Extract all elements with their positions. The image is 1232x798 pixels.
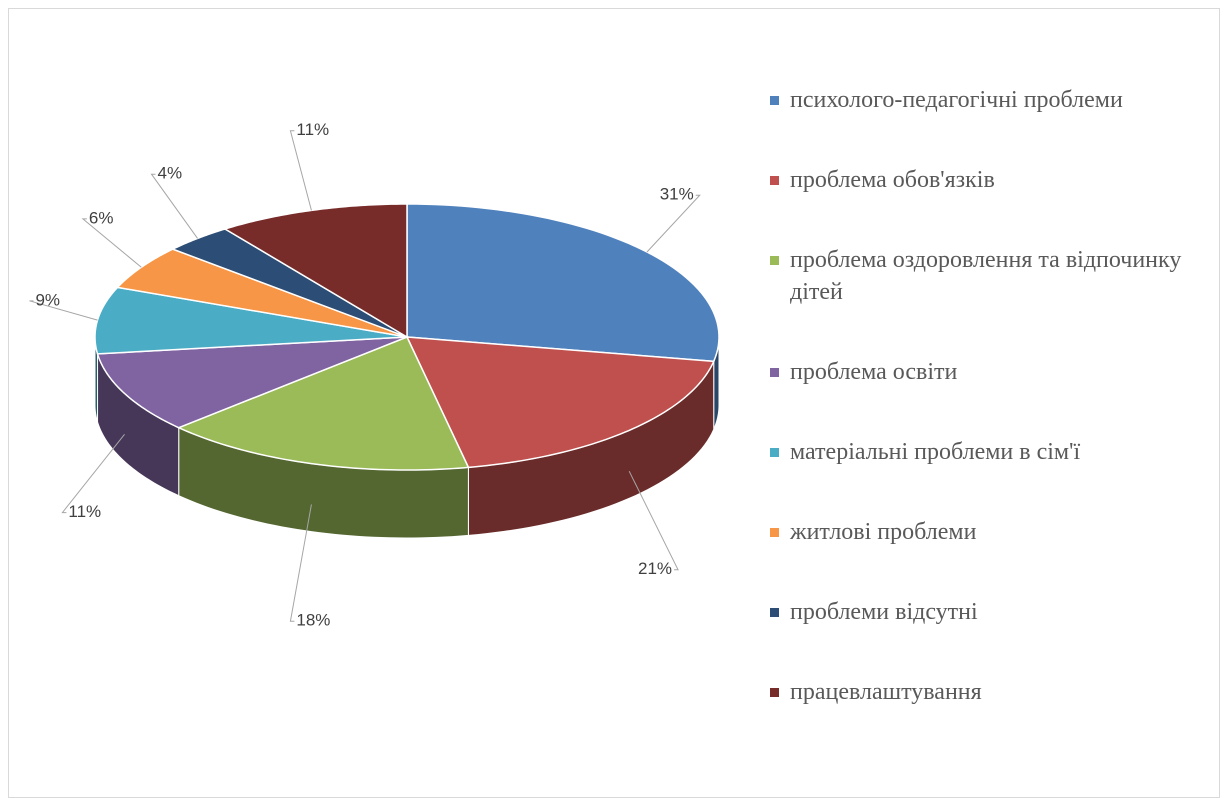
leader-line	[150, 173, 198, 239]
legend-label: житлові проблеми	[790, 519, 977, 545]
legend-swatch	[770, 96, 779, 105]
slice	[405, 336, 715, 469]
legend-label: проблема освіти	[790, 359, 958, 385]
sides	[94, 336, 720, 539]
data-label: 11%	[68, 502, 101, 521]
legend-swatch	[770, 688, 779, 697]
legend-item: працевлаштування	[770, 676, 1210, 708]
legend: психолого-педагогічні проблеми проблема о…	[770, 84, 1210, 756]
slice	[176, 336, 470, 471]
legend-label: психолого-педагогічні проблеми	[790, 87, 1123, 113]
legend-label: проблема оздоровлення та відпочинку діте…	[790, 247, 1182, 305]
data-label: 4%	[158, 164, 183, 183]
data-label: 21%	[638, 559, 672, 578]
leader-line	[646, 194, 701, 253]
legend-item: проблема освіти	[770, 356, 1210, 388]
legend-item: проблема оздоровлення та відпочинку діте…	[770, 244, 1210, 308]
legend-item: матеріальні проблеми в сім'ї	[770, 436, 1210, 468]
labels: 31% 21% 18% 11% 9% 6% 4% 11%	[29, 120, 701, 630]
legend-swatch	[770, 256, 779, 265]
tops	[94, 203, 720, 471]
legend-item: психолого-педагогічні проблеми	[770, 84, 1210, 116]
slice	[406, 203, 720, 363]
slice	[170, 228, 408, 338]
leader-line	[81, 218, 142, 268]
slice	[223, 203, 408, 339]
leader-line	[289, 130, 312, 211]
slice	[94, 286, 408, 355]
legend-swatch	[770, 528, 779, 537]
legend-label: проблема обов'язків	[790, 167, 995, 193]
legend-item: проблема обов'язків	[770, 164, 1210, 196]
leader-line	[628, 470, 679, 571]
legend-swatch	[770, 448, 779, 457]
legend-label: проблеми відсутні	[790, 599, 978, 625]
leader-line	[61, 433, 125, 514]
leader-line	[29, 300, 98, 321]
data-label: 31%	[660, 185, 694, 204]
legend-swatch	[770, 368, 779, 377]
data-label: 9%	[35, 290, 60, 309]
legend-swatch	[770, 176, 779, 185]
legend-item: проблеми відсутні	[770, 596, 1210, 628]
legend-swatch	[770, 608, 779, 617]
data-label: 18%	[296, 611, 330, 630]
leader-line	[289, 504, 312, 622]
data-label: 11%	[296, 120, 329, 139]
slice	[96, 336, 408, 429]
data-label: 6%	[89, 208, 114, 227]
legend-label: матеріальні проблеми в сім'ї	[790, 439, 1081, 465]
legend-label: працевлаштування	[790, 679, 982, 705]
legend-item: житлові проблеми	[770, 516, 1210, 548]
